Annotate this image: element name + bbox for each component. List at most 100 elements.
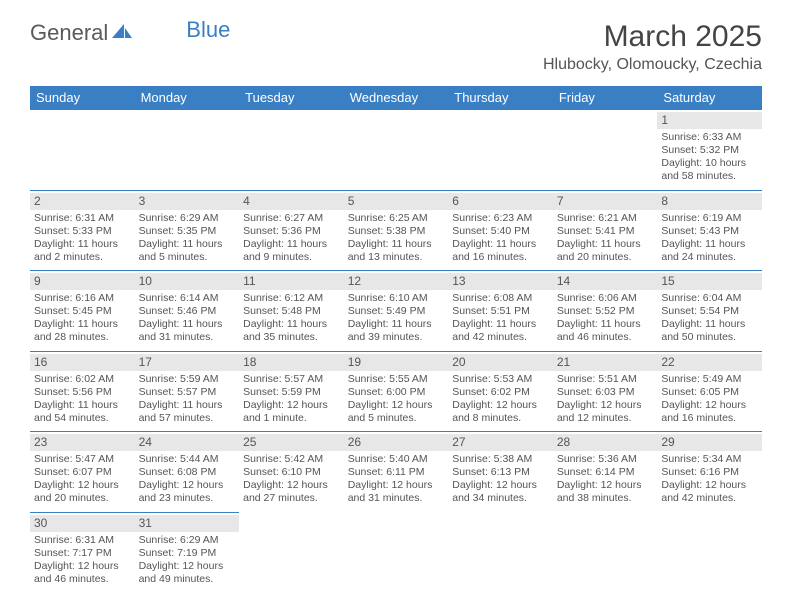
calendar-day-cell: 14Sunrise: 6:06 AMSunset: 5:52 PMDayligh… xyxy=(553,271,658,352)
sunrise-text: Sunrise: 6:06 AM xyxy=(557,292,654,305)
calendar-day-cell: 10Sunrise: 6:14 AMSunset: 5:46 PMDayligh… xyxy=(135,271,240,352)
daylight-text: Daylight: 11 hours and 31 minutes. xyxy=(139,318,236,344)
weekday-header: Tuesday xyxy=(239,86,344,110)
daylight-text: Daylight: 11 hours and 42 minutes. xyxy=(452,318,549,344)
calendar-empty-cell xyxy=(344,512,449,592)
sunset-text: Sunset: 6:05 PM xyxy=(661,386,758,399)
calendar-week-row: 2Sunrise: 6:31 AMSunset: 5:33 PMDaylight… xyxy=(30,190,762,271)
sunset-text: Sunset: 5:59 PM xyxy=(243,386,340,399)
daylight-text: Daylight: 12 hours and 38 minutes. xyxy=(557,479,654,505)
calendar-day-cell: 26Sunrise: 5:40 AMSunset: 6:11 PMDayligh… xyxy=(344,432,449,513)
sunrise-text: Sunrise: 5:47 AM xyxy=(34,453,131,466)
calendar-week-row: 9Sunrise: 6:16 AMSunset: 5:45 PMDaylight… xyxy=(30,271,762,352)
calendar-day-cell: 12Sunrise: 6:10 AMSunset: 5:49 PMDayligh… xyxy=(344,271,449,352)
daylight-text: Daylight: 11 hours and 57 minutes. xyxy=(139,399,236,425)
sunset-text: Sunset: 5:41 PM xyxy=(557,225,654,238)
sunrise-text: Sunrise: 5:40 AM xyxy=(348,453,445,466)
sunset-text: Sunset: 5:32 PM xyxy=(661,144,758,157)
weekday-header-row: SundayMondayTuesdayWednesdayThursdayFrid… xyxy=(30,86,762,110)
day-number: 1 xyxy=(657,112,762,129)
daylight-text: Daylight: 12 hours and 46 minutes. xyxy=(34,560,131,586)
sunset-text: Sunset: 6:00 PM xyxy=(348,386,445,399)
sunset-text: Sunset: 5:38 PM xyxy=(348,225,445,238)
calendar-week-row: 16Sunrise: 6:02 AMSunset: 5:56 PMDayligh… xyxy=(30,351,762,432)
sunrise-text: Sunrise: 6:14 AM xyxy=(139,292,236,305)
calendar-empty-cell xyxy=(135,110,240,191)
weekday-header: Monday xyxy=(135,86,240,110)
sunset-text: Sunset: 5:57 PM xyxy=(139,386,236,399)
day-number: 29 xyxy=(657,434,762,451)
calendar-day-cell: 27Sunrise: 5:38 AMSunset: 6:13 PMDayligh… xyxy=(448,432,553,513)
daylight-text: Daylight: 12 hours and 31 minutes. xyxy=(348,479,445,505)
sunrise-text: Sunrise: 5:42 AM xyxy=(243,453,340,466)
day-number: 9 xyxy=(30,273,135,290)
logo-text-2: Blue xyxy=(186,17,230,43)
daylight-text: Daylight: 11 hours and 39 minutes. xyxy=(348,318,445,344)
sunrise-text: Sunrise: 5:34 AM xyxy=(661,453,758,466)
daylight-text: Daylight: 12 hours and 16 minutes. xyxy=(661,399,758,425)
sunrise-text: Sunrise: 6:31 AM xyxy=(34,212,131,225)
sunrise-text: Sunrise: 6:19 AM xyxy=(661,212,758,225)
daylight-text: Daylight: 12 hours and 42 minutes. xyxy=(661,479,758,505)
day-number: 11 xyxy=(239,273,344,290)
daylight-text: Daylight: 12 hours and 5 minutes. xyxy=(348,399,445,425)
calendar-day-cell: 5Sunrise: 6:25 AMSunset: 5:38 PMDaylight… xyxy=(344,190,449,271)
sunrise-text: Sunrise: 6:10 AM xyxy=(348,292,445,305)
day-number: 24 xyxy=(135,434,240,451)
sunset-text: Sunset: 6:03 PM xyxy=(557,386,654,399)
daylight-text: Daylight: 11 hours and 24 minutes. xyxy=(661,238,758,264)
calendar-day-cell: 28Sunrise: 5:36 AMSunset: 6:14 PMDayligh… xyxy=(553,432,658,513)
day-number: 4 xyxy=(239,193,344,210)
calendar-day-cell: 20Sunrise: 5:53 AMSunset: 6:02 PMDayligh… xyxy=(448,351,553,432)
calendar-week-row: 23Sunrise: 5:47 AMSunset: 6:07 PMDayligh… xyxy=(30,432,762,513)
logo-text-1: General xyxy=(30,20,108,46)
day-number: 16 xyxy=(30,354,135,371)
month-title: March 2025 xyxy=(543,20,762,54)
sunrise-text: Sunrise: 5:51 AM xyxy=(557,373,654,386)
calendar-empty-cell xyxy=(344,110,449,191)
logo: General Blue xyxy=(30,20,230,46)
day-number: 12 xyxy=(344,273,449,290)
daylight-text: Daylight: 11 hours and 20 minutes. xyxy=(557,238,654,264)
sunrise-text: Sunrise: 6:29 AM xyxy=(139,212,236,225)
day-number: 6 xyxy=(448,193,553,210)
sunset-text: Sunset: 5:46 PM xyxy=(139,305,236,318)
calendar-day-cell: 17Sunrise: 5:59 AMSunset: 5:57 PMDayligh… xyxy=(135,351,240,432)
sunrise-text: Sunrise: 5:57 AM xyxy=(243,373,340,386)
daylight-text: Daylight: 12 hours and 8 minutes. xyxy=(452,399,549,425)
sunrise-text: Sunrise: 6:29 AM xyxy=(139,534,236,547)
calendar-day-cell: 31Sunrise: 6:29 AMSunset: 7:19 PMDayligh… xyxy=(135,512,240,592)
sunset-text: Sunset: 6:16 PM xyxy=(661,466,758,479)
daylight-text: Daylight: 11 hours and 2 minutes. xyxy=(34,238,131,264)
calendar-empty-cell xyxy=(30,110,135,191)
calendar-table: SundayMondayTuesdayWednesdayThursdayFrid… xyxy=(30,86,762,592)
logo-sail-icon xyxy=(110,20,134,46)
daylight-text: Daylight: 11 hours and 13 minutes. xyxy=(348,238,445,264)
sunset-text: Sunset: 6:08 PM xyxy=(139,466,236,479)
day-number: 14 xyxy=(553,273,658,290)
weekday-header: Sunday xyxy=(30,86,135,110)
sunset-text: Sunset: 6:10 PM xyxy=(243,466,340,479)
daylight-text: Daylight: 12 hours and 20 minutes. xyxy=(34,479,131,505)
day-number: 22 xyxy=(657,354,762,371)
sunrise-text: Sunrise: 5:49 AM xyxy=(661,373,758,386)
sunrise-text: Sunrise: 5:55 AM xyxy=(348,373,445,386)
daylight-text: Daylight: 11 hours and 28 minutes. xyxy=(34,318,131,344)
sunset-text: Sunset: 5:56 PM xyxy=(34,386,131,399)
daylight-text: Daylight: 11 hours and 16 minutes. xyxy=(452,238,549,264)
calendar-day-cell: 15Sunrise: 6:04 AMSunset: 5:54 PMDayligh… xyxy=(657,271,762,352)
daylight-text: Daylight: 12 hours and 23 minutes. xyxy=(139,479,236,505)
day-number: 30 xyxy=(30,515,135,532)
day-number: 25 xyxy=(239,434,344,451)
day-number: 7 xyxy=(553,193,658,210)
calendar-day-cell: 24Sunrise: 5:44 AMSunset: 6:08 PMDayligh… xyxy=(135,432,240,513)
sunset-text: Sunset: 6:11 PM xyxy=(348,466,445,479)
calendar-empty-cell xyxy=(553,512,658,592)
daylight-text: Daylight: 10 hours and 58 minutes. xyxy=(661,157,758,183)
sunset-text: Sunset: 7:19 PM xyxy=(139,547,236,560)
sunrise-text: Sunrise: 6:23 AM xyxy=(452,212,549,225)
calendar-day-cell: 1Sunrise: 6:33 AMSunset: 5:32 PMDaylight… xyxy=(657,110,762,191)
day-number: 31 xyxy=(135,515,240,532)
sunrise-text: Sunrise: 6:04 AM xyxy=(661,292,758,305)
sunrise-text: Sunrise: 6:31 AM xyxy=(34,534,131,547)
